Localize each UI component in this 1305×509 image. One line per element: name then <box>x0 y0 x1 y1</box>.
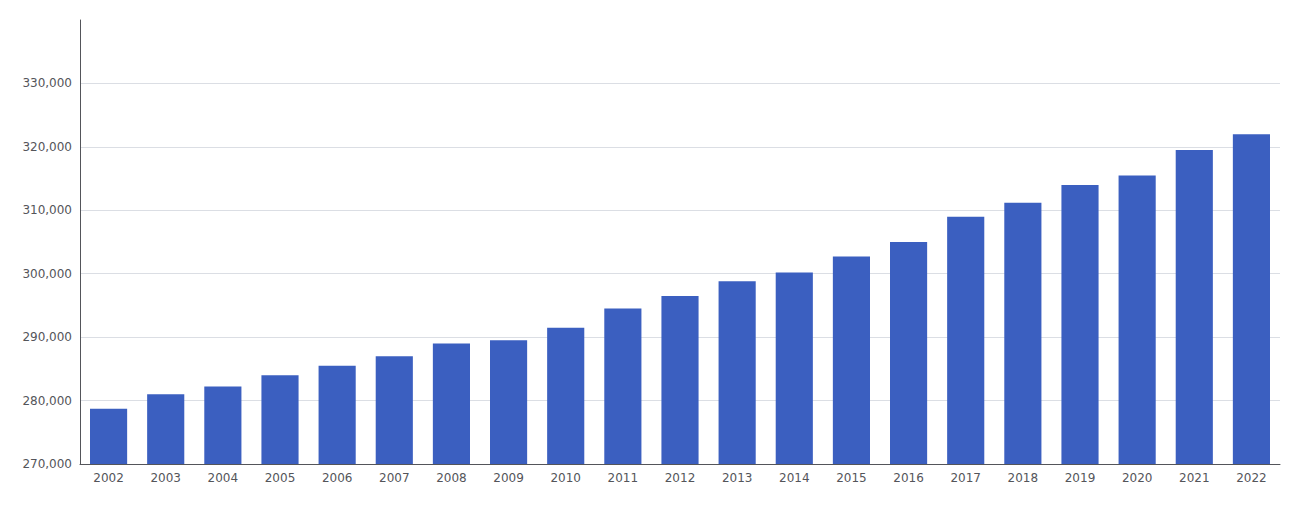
svg-text:2015: 2015 <box>836 471 867 485</box>
svg-text:2005: 2005 <box>265 471 296 485</box>
svg-text:2008: 2008 <box>436 471 467 485</box>
svg-text:2019: 2019 <box>1065 471 1096 485</box>
svg-text:2011: 2011 <box>608 471 639 485</box>
svg-text:270,000: 270,000 <box>22 457 72 471</box>
svg-text:2020: 2020 <box>1122 471 1153 485</box>
svg-text:330,000: 330,000 <box>22 76 72 90</box>
svg-text:280,000: 280,000 <box>22 394 72 408</box>
svg-text:2006: 2006 <box>322 471 353 485</box>
svg-text:2003: 2003 <box>150 471 181 485</box>
svg-text:2002: 2002 <box>93 471 124 485</box>
svg-text:290,000: 290,000 <box>22 330 72 344</box>
svg-text:2021: 2021 <box>1179 471 1210 485</box>
svg-text:2022: 2022 <box>1236 471 1267 485</box>
svg-text:2009: 2009 <box>493 471 524 485</box>
svg-text:2007: 2007 <box>379 471 410 485</box>
svg-text:2014: 2014 <box>779 471 810 485</box>
svg-text:2016: 2016 <box>893 471 924 485</box>
svg-text:2004: 2004 <box>208 471 239 485</box>
svg-text:300,000: 300,000 <box>22 267 72 281</box>
svg-text:2018: 2018 <box>1008 471 1039 485</box>
svg-text:2010: 2010 <box>550 471 581 485</box>
svg-text:2013: 2013 <box>722 471 753 485</box>
svg-text:2012: 2012 <box>665 471 696 485</box>
svg-text:310,000: 310,000 <box>22 203 72 217</box>
svg-text:320,000: 320,000 <box>22 140 72 154</box>
svg-text:2017: 2017 <box>950 471 981 485</box>
